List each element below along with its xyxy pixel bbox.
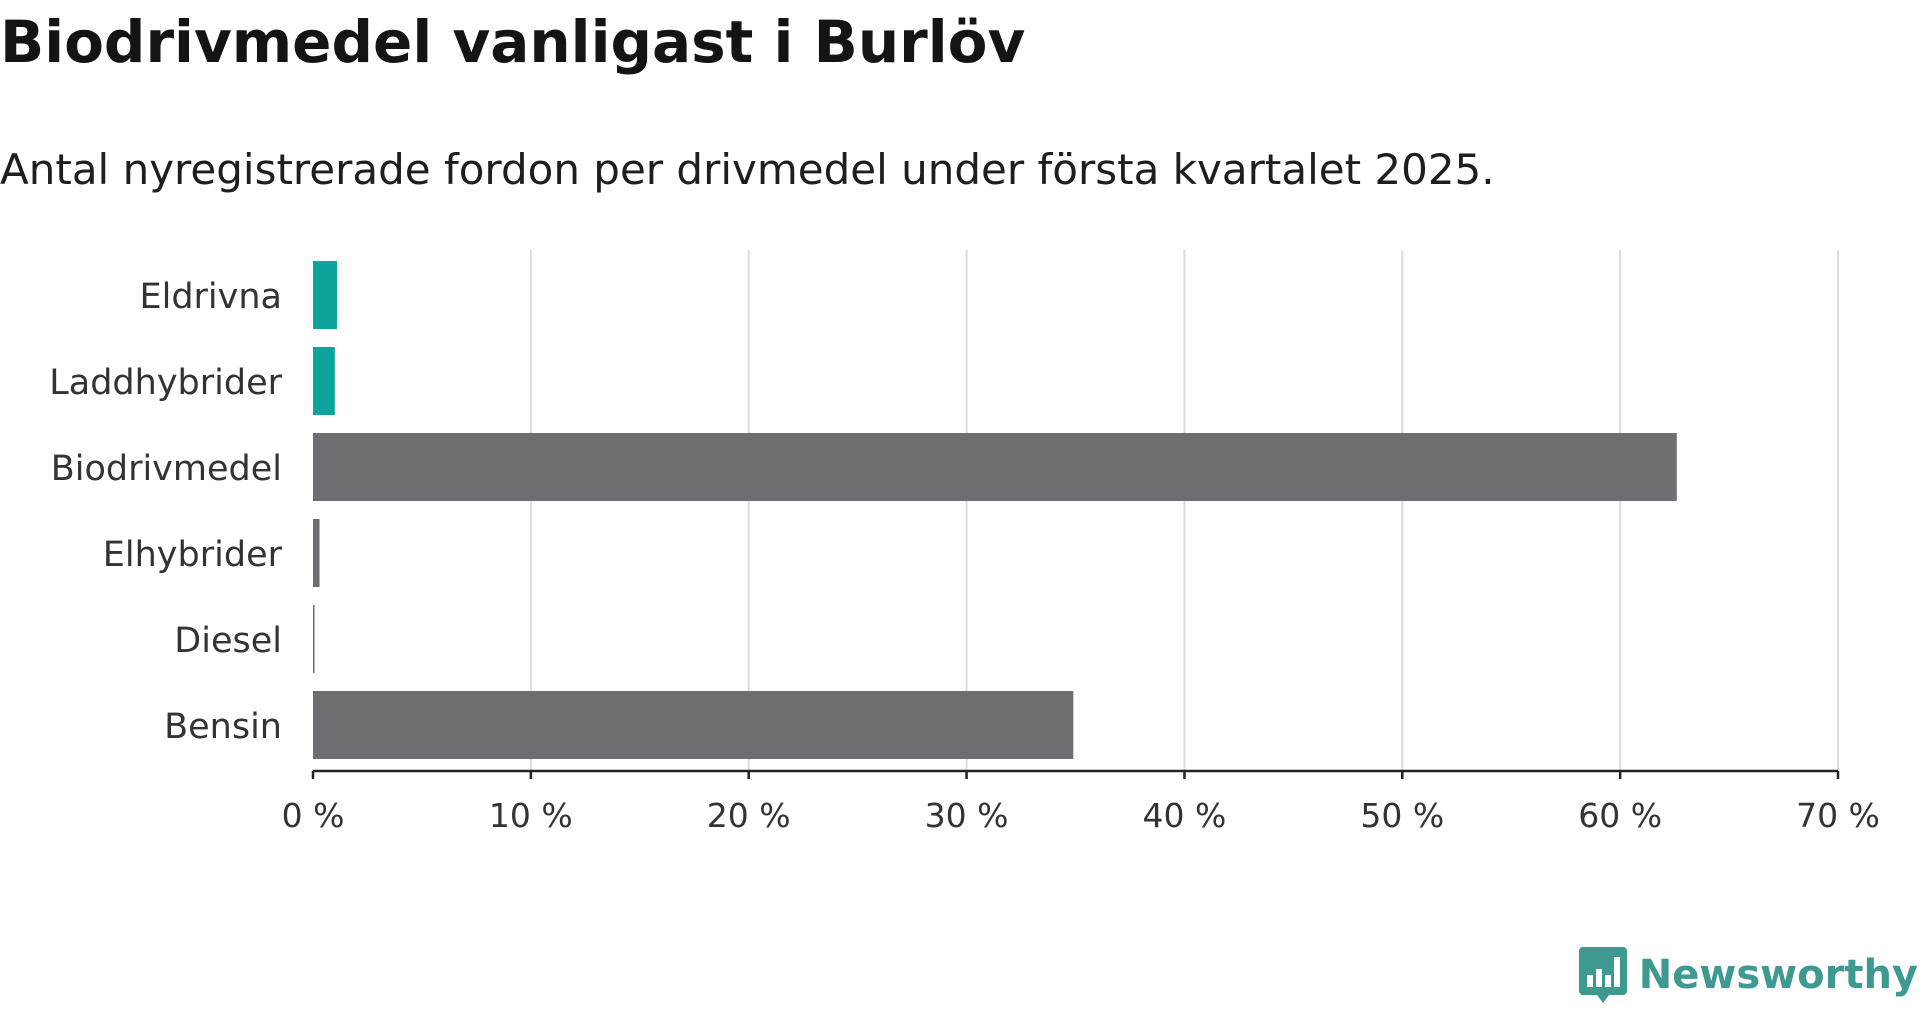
x-tick-label: 60 % [1578,796,1662,835]
category-label: Biodrivmedel [51,449,282,489]
x-tick-label: 50 % [1360,796,1444,835]
bar [313,261,337,329]
bar [313,691,1074,759]
category-labels: Eldrivna Laddhybrider Biodrivmedel Elhybrid… [49,277,282,747]
category-label: Bensin [164,707,282,747]
x-tick-label: 0 % [282,796,345,835]
x-tick-label: 10 % [489,796,573,835]
x-tick-label: 30 % [925,796,1009,835]
category-label: Laddhybrider [49,363,282,403]
bar [313,519,320,587]
gridlines [529,250,1839,771]
bar [313,347,335,415]
newsworthy-logo-icon [1578,947,1627,1003]
category-label: Eldrivna [139,277,282,317]
category-label: Diesel [174,621,282,661]
chart-subtitle: Antal nyregistrerade fordon per drivmede… [0,145,1495,194]
brand-name: Newsworthy [1638,952,1918,998]
x-tick-label: 40 % [1143,796,1227,835]
brand: Newsworthy [1577,940,1918,1010]
category-label: Elhybrider [103,535,283,575]
bar [313,433,1677,501]
x-tick-label: 70 % [1796,796,1880,835]
chart-title: Biodrivmedel vanligast i Burlöv [0,8,1026,76]
bars [313,261,1677,759]
bar [313,605,315,673]
x-axis: 0 % 10 % 20 % 30 % 40 % 50 % 60 % 70 % [282,769,1880,835]
x-tick-label: 20 % [707,796,791,835]
